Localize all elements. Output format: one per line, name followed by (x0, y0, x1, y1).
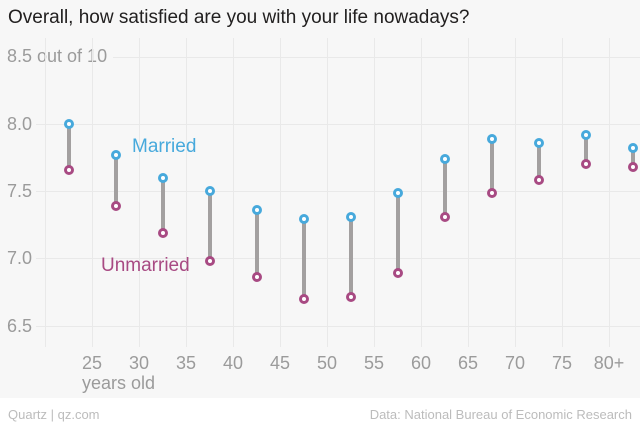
dumbbell-connector (113, 154, 118, 206)
x-tick-label: 45 (269, 353, 291, 373)
x-tick-label: 65 (457, 353, 479, 373)
v-gridline (139, 38, 140, 347)
unmarried-dot (110, 200, 121, 211)
x-tick-label: 30 (128, 353, 150, 373)
legend-unmarried-label: Unmarried (101, 255, 190, 276)
footer-attribution: Quartz | qz.com (8, 406, 100, 422)
v-gridline (374, 38, 375, 347)
y-tick-label: 7.0 (7, 248, 33, 269)
married-dot (627, 143, 638, 154)
unmarried-dot (533, 175, 544, 186)
x-tick-label: 70 (504, 353, 526, 373)
married-dot (580, 129, 591, 140)
unmarried-dot (580, 159, 591, 170)
v-gridline (421, 38, 422, 347)
v-gridline (45, 38, 46, 347)
x-tick-label: 40 (222, 353, 244, 373)
dumbbell-connector (630, 148, 635, 167)
unmarried-dot (251, 272, 262, 283)
dumbbell-connector (489, 138, 494, 193)
y-tick-label: 6.5 (7, 315, 33, 336)
v-gridline (609, 38, 610, 347)
y-tick-label: 8.0 (7, 114, 33, 134)
x-tick-label: 60 (410, 353, 432, 373)
married-dot (63, 119, 74, 129)
dumbbell-connector (66, 124, 71, 170)
unmarried-dot (63, 164, 74, 175)
married-dot (439, 153, 450, 164)
married-dot (392, 187, 403, 198)
unmarried-dot (157, 227, 168, 238)
h-gridline (36, 124, 640, 125)
dumbbell-connector (301, 219, 306, 299)
married-dot (157, 172, 168, 183)
married-dot (345, 211, 356, 222)
dumbbell-connector (442, 158, 447, 217)
v-gridline (92, 38, 93, 347)
unmarried-dot (439, 211, 450, 222)
y-tick-label: 7.5 (7, 181, 33, 202)
h-gridline (113, 57, 640, 58)
h-gridline (36, 191, 640, 192)
unmarried-dot (345, 292, 356, 303)
h-gridline (36, 258, 640, 259)
footer: Quartz | qz.com Data: National Bureau of… (0, 398, 640, 430)
x-tick-label: 55 (363, 353, 385, 373)
married-dot (110, 149, 121, 160)
dumbbell-connector (395, 192, 400, 274)
x-axis-unit-label: years old (82, 373, 156, 393)
unmarried-dot (392, 268, 403, 279)
dumbbell-connector (348, 216, 353, 298)
v-gridline (327, 38, 328, 347)
x-tick-label: 80+ (593, 353, 625, 373)
x-tick-label: 25 (81, 353, 103, 373)
married-dot (486, 133, 497, 144)
x-tick-label: 50 (316, 353, 338, 373)
v-gridline (562, 38, 563, 347)
unmarried-dot (204, 256, 215, 267)
dumbbell-connector (207, 191, 212, 262)
unmarried-dot (298, 293, 309, 304)
y-axis-top-label: 8.5 out of 10 (7, 46, 108, 66)
unmarried-dot (627, 162, 638, 172)
v-gridline (515, 38, 516, 347)
married-dot (298, 214, 309, 225)
dumbbell-connector (254, 210, 259, 278)
dumbbell-connector (160, 177, 165, 233)
legend-married-label: Married (132, 136, 197, 157)
married-dot (533, 137, 544, 148)
married-dot (251, 205, 262, 216)
unmarried-dot (486, 187, 497, 198)
married-dot (204, 186, 215, 197)
v-gridline (280, 38, 281, 347)
dumbbell-connector (583, 134, 588, 165)
x-tick-label: 75 (551, 353, 573, 373)
chart-title: Overall, how satisfied are you with your… (8, 7, 470, 28)
v-gridline (233, 38, 234, 347)
x-tick-label: 35 (175, 353, 197, 373)
footer-data-source: Data: National Bureau of Economic Resear… (369, 406, 632, 422)
h-gridline (36, 326, 640, 327)
v-gridline (186, 38, 187, 347)
dumbbell-connector (536, 142, 541, 181)
v-gridline (468, 38, 469, 347)
